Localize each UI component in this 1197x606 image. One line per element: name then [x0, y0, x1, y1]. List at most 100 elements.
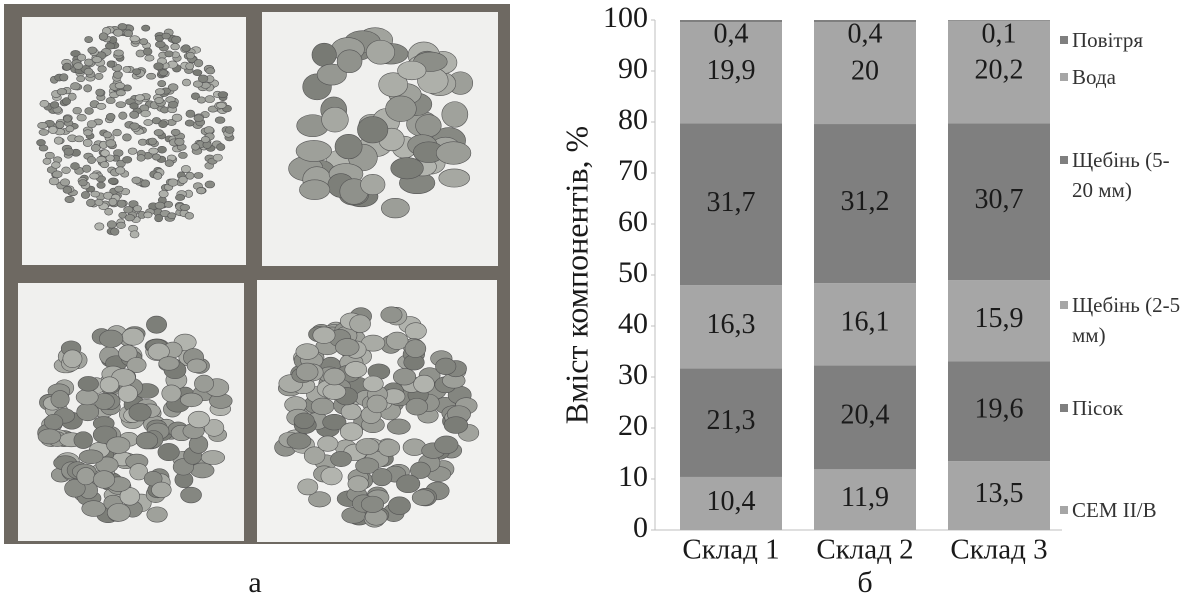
pebble [96, 89, 104, 96]
pebble [142, 25, 150, 31]
pebble [357, 117, 387, 143]
pebble [100, 377, 119, 393]
pebble [378, 439, 400, 456]
pebble [162, 33, 170, 39]
pebble [436, 142, 471, 165]
pebble [159, 70, 167, 76]
pebble [187, 359, 206, 373]
data-label: 19,6 [975, 394, 1024, 425]
data-label: 31,7 [707, 187, 756, 218]
pebble [49, 178, 59, 185]
pebble [225, 127, 234, 134]
pebble [287, 433, 311, 449]
pebble [159, 121, 168, 128]
y-tick-label: 0 [633, 511, 648, 544]
pebble [99, 330, 123, 347]
pebble [155, 89, 164, 95]
pebble [99, 33, 108, 40]
pebble [130, 231, 139, 238]
pebble [337, 50, 362, 73]
pebble [155, 97, 164, 103]
pebble [435, 358, 456, 375]
pebble [133, 69, 141, 75]
legend-item: CEM II/B [1060, 495, 1190, 525]
panel-label: б [857, 566, 872, 599]
pebble [60, 74, 68, 81]
pebble [51, 162, 60, 169]
legend-swatch [1060, 73, 1068, 81]
pebble [84, 130, 93, 136]
pebble [137, 155, 145, 162]
pebble [194, 115, 204, 122]
pebble [218, 92, 228, 98]
photo [4, 4, 510, 544]
pebble [298, 479, 318, 495]
pebble [294, 413, 314, 429]
pebble [122, 328, 144, 345]
legend-item: Повітря [1060, 25, 1190, 55]
legend-label: CEM II/B [1072, 495, 1157, 525]
pebble [95, 73, 103, 79]
pebble [54, 137, 63, 144]
pebble [77, 54, 85, 61]
pebble [148, 138, 156, 145]
pebble [74, 63, 83, 70]
pebble [363, 376, 383, 392]
pebble [107, 503, 130, 521]
data-label: 19,9 [707, 55, 756, 86]
pebble [115, 186, 124, 192]
y-tick-label: 10 [618, 460, 648, 493]
data-label: 20,2 [975, 54, 1024, 85]
pebble [50, 102, 58, 109]
pebble [206, 68, 215, 74]
pebble [175, 138, 184, 145]
pebble [171, 43, 180, 49]
pebble [372, 468, 392, 485]
pebble [154, 172, 162, 179]
pebble [116, 90, 125, 96]
legend-label: Щебінь (2-5 мм) [1072, 290, 1182, 350]
pebble [175, 194, 184, 200]
pebble [146, 73, 155, 79]
pebble [114, 50, 124, 56]
legend-label: Щебінь (5-20 мм) [1072, 145, 1182, 205]
pebble [116, 167, 125, 174]
pebble [165, 51, 173, 57]
pebble [91, 144, 100, 151]
pebble [442, 102, 468, 128]
pebble [117, 222, 126, 229]
pebble [155, 214, 163, 221]
pebble [152, 154, 160, 160]
pebble [323, 384, 346, 400]
pebble [123, 134, 132, 141]
pebble [204, 127, 214, 134]
pebble [381, 198, 409, 218]
pebble [128, 148, 137, 155]
pebble [216, 102, 226, 108]
data-label: 0,4 [714, 18, 749, 49]
pebble [398, 61, 426, 80]
pebble [77, 468, 95, 485]
pebble [82, 501, 106, 517]
pebble [144, 212, 152, 218]
pebble [129, 403, 151, 421]
pebble [51, 391, 69, 408]
figure: Вміст компонентів, % а б 010203040506070… [0, 0, 1197, 606]
pebble [155, 41, 165, 48]
pebble [435, 436, 458, 454]
pebble [83, 165, 91, 172]
pebble [113, 129, 122, 136]
x-tick-label: Склад 2 [816, 534, 913, 566]
pebble [381, 307, 402, 323]
y-tick-label: 20 [618, 409, 648, 442]
pebble [318, 436, 338, 451]
y-tick-label: 50 [618, 256, 648, 289]
data-label: 21,3 [707, 405, 756, 436]
pebble [201, 451, 225, 465]
pebble [215, 117, 225, 124]
pebble [205, 96, 215, 103]
pebble [123, 66, 131, 72]
pebble [322, 107, 349, 132]
legend-item: Вода [1060, 62, 1190, 92]
pebble [132, 177, 141, 184]
